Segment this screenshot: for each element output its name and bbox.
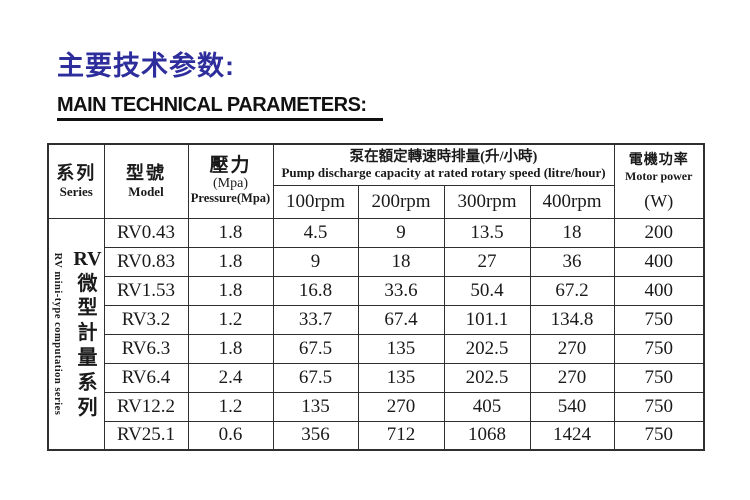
- cell-model: RV1.53: [103, 275, 189, 306]
- cell-pressure: 0.6: [187, 420, 274, 451]
- cell-rpm100: 135: [272, 391, 359, 422]
- cell-rpm400: 134.8: [529, 304, 615, 335]
- cell-rpm300: 27: [443, 246, 531, 277]
- cell-power: 200: [613, 217, 705, 248]
- cell-rpm200: 135: [357, 333, 445, 364]
- cell-rpm100: 9: [272, 246, 359, 277]
- header-model-en: Model: [128, 184, 164, 200]
- cell-rpm400: 67.2: [529, 275, 615, 306]
- header-model-cn: 型號: [126, 162, 166, 183]
- cell-rpm400: 270: [529, 362, 615, 393]
- cell-model: RV6.3: [103, 333, 189, 364]
- cell-pressure: 2.4: [187, 362, 274, 393]
- header-rpm-200: 200rpm: [357, 184, 445, 219]
- cell-rpm400: 270: [529, 333, 615, 364]
- cell-rpm200: 18: [357, 246, 445, 277]
- cell-rpm100: 16.8: [272, 275, 359, 306]
- header-pressure-unit: (Mpa): [213, 176, 248, 192]
- cell-rpm200: 33.6: [357, 275, 445, 306]
- cell-power: 750: [613, 333, 705, 364]
- cell-rpm100: 33.7: [272, 304, 359, 335]
- header-series-en: Series: [59, 184, 93, 200]
- header-rpm-300: 300rpm: [443, 184, 531, 219]
- header-row-1: 系列 Series 型號 Model 壓力 (Mpa) Pressure(Mpa…: [47, 143, 705, 219]
- cell-power: 750: [613, 420, 705, 451]
- cell-rpm400: 36: [529, 246, 615, 277]
- cell-pressure: 1.2: [187, 304, 274, 335]
- header-series-cn: 系列: [56, 162, 97, 183]
- header-motor-power-unit: (W): [644, 190, 674, 211]
- header-rpm-100: 100rpm: [272, 184, 359, 219]
- cell-rpm200: 712: [357, 420, 445, 451]
- header-motor-power-cn: 電機功率: [628, 152, 689, 168]
- cell-rpm100: 67.5: [272, 362, 359, 393]
- cell-rpm300: 202.5: [443, 362, 531, 393]
- cell-power: 750: [613, 391, 705, 422]
- cell-rpm400: 18: [529, 217, 615, 248]
- cell-power: 400: [613, 275, 705, 306]
- table-row: RV6.4 2.4 67.5 135 202.5 270 750: [48, 362, 705, 393]
- table-row: RV6.3 1.8 67.5 135 202.5 270 750: [48, 333, 705, 364]
- cell-rpm200: 135: [357, 362, 445, 393]
- header-pressure-en: Pressure(Mpa): [190, 191, 271, 206]
- parameters-table: 系列 Series 型號 Model 壓力 (Mpa) Pressure(Mpa…: [47, 143, 705, 451]
- cell-rpm200: 9: [357, 217, 445, 248]
- table-row: RV1.53 1.8 16.8 33.6 50.4 67.2 400: [48, 275, 705, 306]
- cell-model: RV0.43: [103, 217, 189, 248]
- cell-power: 400: [613, 246, 705, 277]
- cell-power: 750: [613, 362, 705, 393]
- table-row: RV mini-type computation series RV 微 型 計…: [47, 217, 705, 451]
- cell-rpm300: 101.1: [443, 304, 531, 335]
- table-row: RV25.1 0.6 356 712 1068 1424 750: [48, 420, 705, 451]
- header-row-2: 100rpm 200rpm 300rpm 400rpm: [48, 184, 704, 219]
- page-subtitle: MAIN TECHNICAL PARAMETERS:: [57, 94, 383, 121]
- cell-rpm200: 270: [357, 391, 445, 422]
- header-pressure-cn: 壓力: [209, 155, 252, 177]
- table-row: RV12.2 1.2 135 270 405 540 750: [48, 391, 705, 422]
- cell-rpm300: 202.5: [443, 333, 531, 364]
- cell-pressure: 1.8: [187, 275, 274, 306]
- cell-model: RV3.2: [103, 304, 189, 335]
- header-rpm-400: 400rpm: [529, 184, 615, 219]
- cell-pressure: 1.8: [187, 217, 274, 248]
- series-group-en-vertical: RV mini-type computation series: [52, 252, 63, 416]
- cell-rpm100: 4.5: [272, 217, 359, 248]
- cell-rpm100: 356: [272, 420, 359, 451]
- cell-model: RV25.1: [103, 420, 189, 451]
- header-motor-power: 電機功率 Motor power (W): [613, 143, 705, 219]
- cell-rpm100: 67.5: [272, 333, 359, 364]
- cell-model: RV0.83: [103, 246, 189, 277]
- header-model: 型號 Model: [103, 143, 189, 219]
- cell-rpm400: 1424: [529, 420, 615, 451]
- series-group-cn-vertical: RV 微 型 計 量 系 列: [73, 247, 102, 419]
- header-motor-power-en: Motor power: [625, 168, 693, 183]
- header-discharge-en: Pump discharge capacity at rated rotary …: [281, 165, 606, 181]
- cell-pressure: 1.8: [187, 246, 274, 277]
- cell-rpm300: 13.5: [443, 217, 531, 248]
- cell-model: RV12.2: [103, 391, 189, 422]
- header-series: 系列 Series: [47, 143, 105, 219]
- table-row: RV0.83 1.8 9 18 27 36 400: [48, 246, 705, 277]
- cell-rpm300: 50.4: [443, 275, 531, 306]
- cell-model: RV6.4: [103, 362, 189, 393]
- page-title: 主要技术参数:: [57, 51, 235, 81]
- cell-pressure: 1.8: [187, 333, 274, 364]
- header-pressure: 壓力 (Mpa) Pressure(Mpa): [187, 143, 274, 219]
- cell-pressure: 1.2: [187, 391, 274, 422]
- header-discharge-cn: 泵在額定轉速時排量(升/小時): [349, 149, 538, 166]
- cell-rpm400: 540: [529, 391, 615, 422]
- series-group-cell: RV mini-type computation series RV 微 型 計…: [47, 217, 105, 451]
- cell-rpm300: 405: [443, 391, 531, 422]
- cell-rpm300: 1068: [443, 420, 531, 451]
- header-discharge: 泵在額定轉速時排量(升/小時) Pump discharge capacity …: [272, 143, 615, 186]
- table-row: RV3.2 1.2 33.7 67.4 101.1 134.8 750: [48, 304, 705, 335]
- cell-power: 750: [613, 304, 705, 335]
- cell-rpm200: 67.4: [357, 304, 445, 335]
